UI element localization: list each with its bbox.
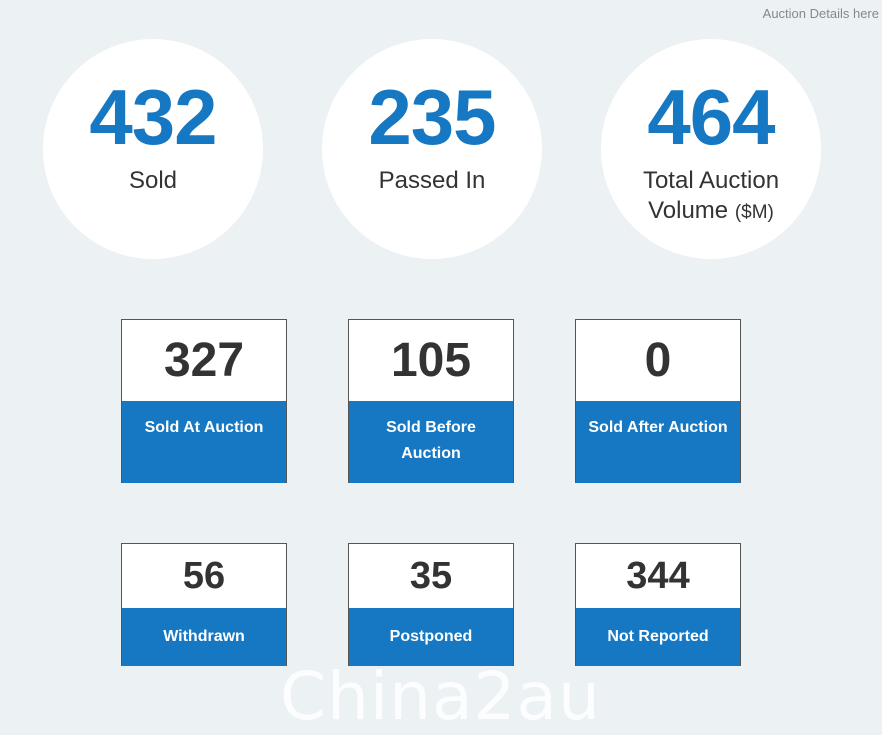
passed-in-stat-circle: 235 Passed In bbox=[322, 39, 542, 259]
withdrawn-card: 56 Withdrawn bbox=[121, 543, 287, 666]
withdrawn-count: 56 bbox=[122, 544, 286, 608]
withdrawn-label: Withdrawn bbox=[122, 608, 286, 666]
sold-after-auction-count: 0 bbox=[576, 320, 740, 401]
postponed-card: 35 Postponed bbox=[348, 543, 514, 666]
passed-in-label: Passed In bbox=[378, 167, 486, 194]
sold-before-auction-card: 105 Sold Before Auction bbox=[348, 319, 514, 483]
passed-in-count: 235 bbox=[368, 73, 496, 161]
sold-count: 432 bbox=[89, 73, 217, 161]
volume-label-block: Total Auction Volume ($M) bbox=[601, 166, 821, 228]
not-reported-card: 344 Not Reported bbox=[575, 543, 741, 666]
volume-label: Total Auction Volume bbox=[642, 167, 780, 224]
sold-before-auction-count: 105 bbox=[349, 320, 513, 401]
postponed-count: 35 bbox=[349, 544, 513, 608]
not-reported-label: Not Reported bbox=[576, 608, 740, 666]
volume-unit: ($M) bbox=[734, 202, 774, 223]
not-reported-count: 344 bbox=[576, 544, 740, 608]
sold-label: Sold bbox=[128, 167, 178, 194]
sold-at-auction-count: 327 bbox=[122, 320, 286, 401]
auction-details-link[interactable]: Auction Details here bbox=[762, 6, 879, 21]
sold-before-auction-label: Sold Before Auction bbox=[349, 401, 513, 483]
watermark: China2au bbox=[280, 658, 601, 735]
sold-stat-circle: 432 Sold bbox=[43, 39, 263, 259]
sold-after-auction-label: Sold After Auction bbox=[576, 401, 740, 483]
volume-amount: 464 bbox=[647, 73, 775, 161]
postponed-label: Postponed bbox=[349, 608, 513, 666]
volume-stat-circle: 464 Total Auction Volume ($M) bbox=[601, 39, 821, 259]
sold-at-auction-card: 327 Sold At Auction bbox=[121, 319, 287, 483]
sold-after-auction-card: 0 Sold After Auction bbox=[575, 319, 741, 483]
sold-at-auction-label: Sold At Auction bbox=[122, 401, 286, 483]
